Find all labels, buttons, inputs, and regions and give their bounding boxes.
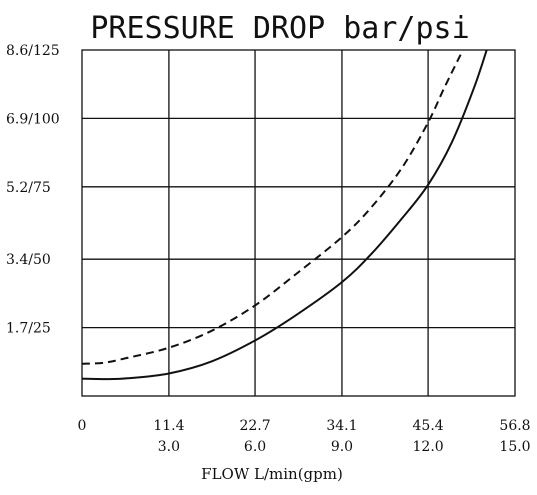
series-layer <box>82 50 488 381</box>
y-tick-label-2: 5.2/75 <box>6 180 51 196</box>
y-tick-labels: 1.7/25 3.4/50 5.2/75 6.9/100 8.6/125 <box>6 43 60 337</box>
chart-title: PRESSURE DROP bar/psi <box>90 11 469 46</box>
plot-frame <box>81 49 516 397</box>
x-tick-label-lpm-5: 56.8 <box>499 418 530 434</box>
x-tick-label-gpm-5: 15.0 <box>499 439 530 455</box>
x-tick-label-gpm-2: 6.0 <box>244 439 266 455</box>
x-tick-label-gpm-1: 3.0 <box>158 439 180 455</box>
y-tick-label-3: 6.9/100 <box>6 111 60 127</box>
y-tick-label-1: 3.4/50 <box>6 252 51 268</box>
series-line-dashed <box>82 50 465 365</box>
x-tick-label-lpm-2: 22.7 <box>239 418 270 434</box>
x-tick-label-lpm-3: 34.1 <box>326 418 357 434</box>
x-tick-label-lpm-4: 45.4 <box>413 418 444 434</box>
y-tick-label-0: 1.7/25 <box>6 321 51 337</box>
x-axis-title: FLOW L/min(gpm) <box>201 465 343 483</box>
y-tick-label-4: 8.6/125 <box>6 43 60 59</box>
x-tick-label-lpm-0: 0 <box>78 418 87 434</box>
x-tick-label-gpm-4: 12.0 <box>413 439 444 455</box>
x-tick-label-lpm-1: 11.4 <box>153 418 184 434</box>
x-tick-label-gpm-3: 9.0 <box>331 439 353 455</box>
grid <box>81 49 516 397</box>
x-tick-labels: 0 11.4 3.0 22.7 6.0 34.1 9.0 45.4 12.0 56.8 15.0 <box>78 418 531 455</box>
series-line-solid <box>82 50 488 381</box>
